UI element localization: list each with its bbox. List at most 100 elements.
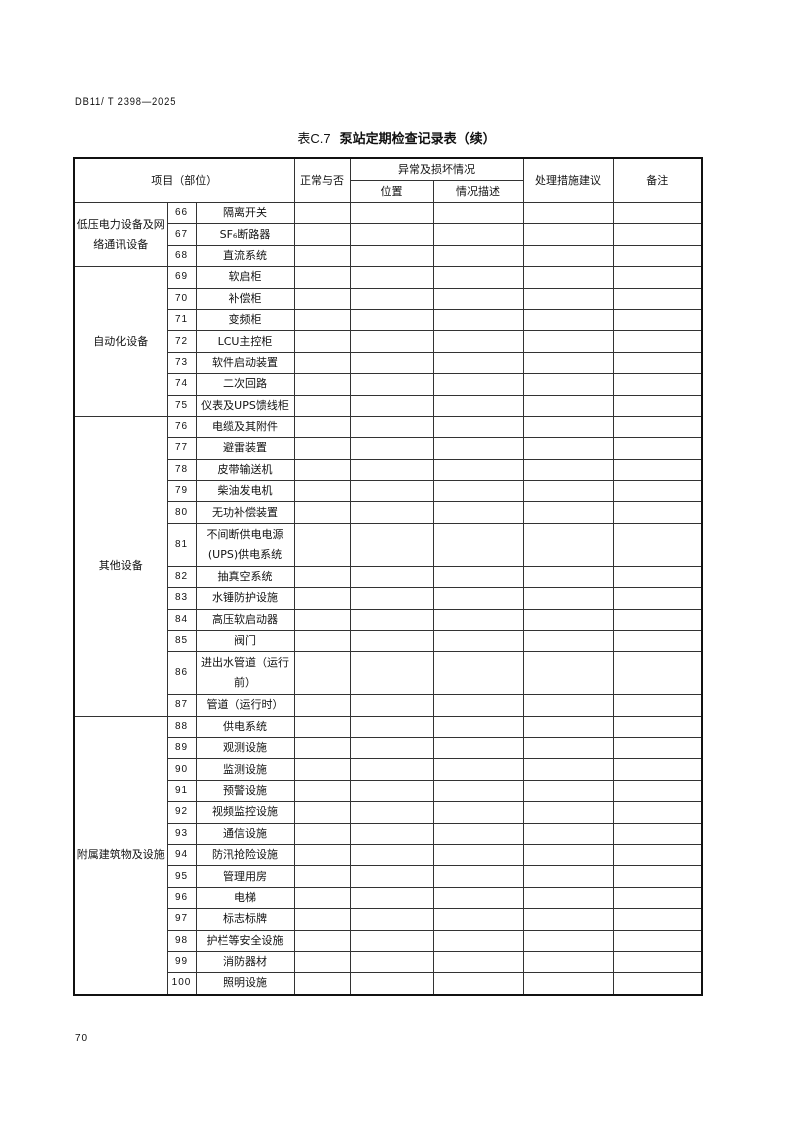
normal-cell[interactable] — [293, 908, 351, 931]
position-cell[interactable] — [349, 694, 434, 717]
position-cell[interactable] — [349, 266, 434, 289]
description-cell[interactable] — [432, 608, 524, 631]
remarks-cell[interactable] — [612, 458, 703, 482]
measures-cell[interactable] — [522, 266, 614, 289]
measures-cell[interactable] — [522, 865, 614, 888]
remarks-cell[interactable] — [612, 415, 703, 439]
position-cell[interactable] — [349, 651, 434, 696]
normal-cell[interactable] — [293, 629, 351, 653]
normal-cell[interactable] — [293, 608, 351, 631]
normal-cell[interactable] — [293, 950, 351, 974]
normal-cell[interactable] — [293, 501, 351, 524]
measures-cell[interactable] — [522, 373, 614, 396]
description-cell[interactable] — [432, 223, 524, 246]
description-cell[interactable] — [432, 736, 524, 760]
normal-cell[interactable] — [293, 758, 351, 781]
remarks-cell[interactable] — [612, 651, 703, 696]
description-cell[interactable] — [432, 865, 524, 888]
description-cell[interactable] — [432, 843, 524, 867]
remarks-cell[interactable] — [612, 266, 703, 289]
description-cell[interactable] — [432, 886, 524, 910]
remarks-cell[interactable] — [612, 201, 703, 225]
normal-cell[interactable] — [293, 287, 351, 310]
measures-cell[interactable] — [522, 651, 614, 696]
measures-cell[interactable] — [522, 330, 614, 353]
position-cell[interactable] — [349, 308, 434, 332]
normal-cell[interactable] — [293, 415, 351, 439]
description-cell[interactable] — [432, 565, 524, 589]
remarks-cell[interactable] — [612, 565, 703, 589]
normal-cell[interactable] — [293, 522, 351, 567]
measures-cell[interactable] — [522, 908, 614, 931]
position-cell[interactable] — [349, 480, 434, 503]
normal-cell[interactable] — [293, 694, 351, 717]
measures-cell[interactable] — [522, 308, 614, 332]
normal-cell[interactable] — [293, 223, 351, 246]
position-cell[interactable] — [349, 501, 434, 524]
measures-cell[interactable] — [522, 201, 614, 225]
normal-cell[interactable] — [293, 779, 351, 803]
normal-cell[interactable] — [293, 480, 351, 503]
position-cell[interactable] — [349, 843, 434, 867]
position-cell[interactable] — [349, 886, 434, 910]
remarks-cell[interactable] — [612, 886, 703, 910]
position-cell[interactable] — [349, 330, 434, 353]
description-cell[interactable] — [432, 779, 524, 803]
normal-cell[interactable] — [293, 394, 351, 417]
normal-cell[interactable] — [293, 373, 351, 396]
measures-cell[interactable] — [522, 501, 614, 524]
remarks-cell[interactable] — [612, 865, 703, 888]
normal-cell[interactable] — [293, 565, 351, 589]
measures-cell[interactable] — [522, 822, 614, 845]
description-cell[interactable] — [432, 522, 524, 567]
measures-cell[interactable] — [522, 608, 614, 631]
remarks-cell[interactable] — [612, 801, 703, 824]
remarks-cell[interactable] — [612, 950, 703, 974]
measures-cell[interactable] — [522, 801, 614, 824]
remarks-cell[interactable] — [612, 501, 703, 524]
remarks-cell[interactable] — [612, 736, 703, 760]
normal-cell[interactable] — [293, 843, 351, 867]
normal-cell[interactable] — [293, 822, 351, 845]
remarks-cell[interactable] — [612, 608, 703, 631]
position-cell[interactable] — [349, 972, 434, 996]
position-cell[interactable] — [349, 458, 434, 482]
remarks-cell[interactable] — [612, 843, 703, 867]
remarks-cell[interactable] — [612, 330, 703, 353]
description-cell[interactable] — [432, 458, 524, 482]
normal-cell[interactable] — [293, 972, 351, 996]
normal-cell[interactable] — [293, 458, 351, 482]
measures-cell[interactable] — [522, 565, 614, 589]
measures-cell[interactable] — [522, 223, 614, 246]
position-cell[interactable] — [349, 437, 434, 460]
description-cell[interactable] — [432, 629, 524, 653]
remarks-cell[interactable] — [612, 972, 703, 996]
measures-cell[interactable] — [522, 394, 614, 417]
position-cell[interactable] — [349, 587, 434, 610]
measures-cell[interactable] — [522, 480, 614, 503]
measures-cell[interactable] — [522, 779, 614, 803]
remarks-cell[interactable] — [612, 480, 703, 503]
description-cell[interactable] — [432, 694, 524, 717]
position-cell[interactable] — [349, 715, 434, 738]
position-cell[interactable] — [349, 929, 434, 952]
remarks-cell[interactable] — [612, 437, 703, 460]
measures-cell[interactable] — [522, 950, 614, 974]
description-cell[interactable] — [432, 201, 524, 225]
measures-cell[interactable] — [522, 287, 614, 310]
description-cell[interactable] — [432, 822, 524, 845]
measures-cell[interactable] — [522, 351, 614, 375]
position-cell[interactable] — [349, 736, 434, 760]
position-cell[interactable] — [349, 629, 434, 653]
measures-cell[interactable] — [522, 587, 614, 610]
description-cell[interactable] — [432, 244, 524, 268]
position-cell[interactable] — [349, 201, 434, 225]
measures-cell[interactable] — [522, 972, 614, 996]
description-cell[interactable] — [432, 266, 524, 289]
normal-cell[interactable] — [293, 266, 351, 289]
remarks-cell[interactable] — [612, 244, 703, 268]
description-cell[interactable] — [432, 287, 524, 310]
description-cell[interactable] — [432, 801, 524, 824]
measures-cell[interactable] — [522, 758, 614, 781]
measures-cell[interactable] — [522, 415, 614, 439]
